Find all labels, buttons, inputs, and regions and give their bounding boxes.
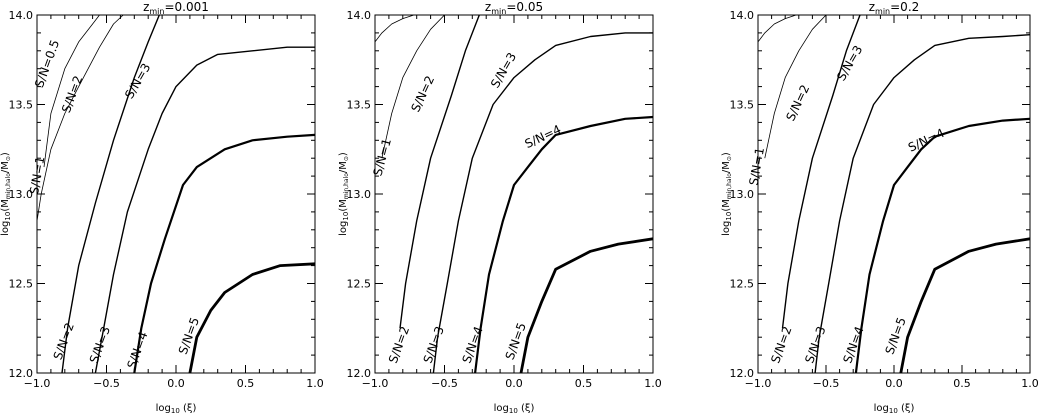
- chart-panel-3: −1.0 −0.5 0.0 0.5 1.0 12.0 12.5 13.0 13.5 14.0 zmi…: [721, 0, 1039, 414]
- x-tick-label: 1.0: [644, 377, 662, 390]
- x-tick-label: −1.0: [362, 377, 389, 390]
- contour-line-s-n-3: [814, 34, 1030, 373]
- contour-line-s-n-5: [188, 262, 315, 373]
- y-tick-label: 13.0: [730, 188, 755, 201]
- contour-line-s-n-4: [854, 117, 1030, 373]
- y-tick-label: 14.0: [9, 9, 34, 22]
- x-tick-label: −1.0: [24, 377, 51, 390]
- contour-label: S/N=1: [27, 155, 47, 195]
- contour-label: S/N=3: [488, 50, 519, 90]
- contour-label: S/N=2: [768, 324, 794, 365]
- y-tick-label: 14.0: [347, 9, 372, 22]
- contour-label: S/N=4: [124, 330, 150, 371]
- contour-line-s-n-5: [519, 237, 653, 373]
- contour-line-s-n-4: [133, 133, 315, 373]
- y-axis-label: log10(Mmin,halo/M⊙): [338, 152, 350, 236]
- y-tick-label: 14.0: [730, 9, 755, 22]
- x-axis-label: log10 (ξ): [156, 403, 197, 414]
- contour-label: S/N=3: [802, 324, 828, 365]
- contour-line-s-n-1: [381, 15, 445, 159]
- contour-label: S/N=3: [122, 61, 153, 101]
- x-tick-label: 0.0: [885, 377, 903, 390]
- contour-line-s-n-0-5: [43, 15, 100, 168]
- y-tick-label: 13.5: [347, 99, 372, 112]
- y-tick-label: 12.5: [347, 278, 372, 291]
- y-tick-label: 13.0: [347, 188, 372, 201]
- x-tick-label: 0.0: [167, 377, 185, 390]
- y-axis-label: log10(Mmin,halo/M⊙): [721, 152, 733, 236]
- contour-line-s-n-2: [61, 15, 160, 373]
- y-tick-label: 12.5: [9, 278, 34, 291]
- contour-line-s-n-5: [899, 237, 1030, 373]
- contour-label: S/N=2: [51, 321, 77, 362]
- x-tick-label: 0.5: [953, 377, 971, 390]
- contour-line-s-n-2: [399, 15, 480, 329]
- chart-title: zmin=0.05: [485, 0, 543, 16]
- contour-label: S/N=2: [783, 82, 812, 123]
- contour-line-s-n-2: [781, 15, 861, 329]
- y-tick-label: 13.5: [9, 99, 34, 112]
- contour-line-s-n-1: [37, 15, 124, 221]
- x-tick-label: 0.0: [505, 377, 523, 390]
- contour-label: S/N=4: [906, 126, 947, 155]
- x-axis-label: log10 (ξ): [874, 403, 915, 414]
- contour-line-s-n-4: [474, 115, 653, 373]
- x-axis-label: log10 (ξ): [494, 403, 535, 414]
- x-tick-label: 1.0: [1021, 377, 1039, 390]
- x-tick-label: 0.5: [575, 377, 593, 390]
- contour-label: S/N=1: [371, 137, 394, 178]
- contour-label: S/N=3: [87, 324, 113, 365]
- plot-frame: [36, 14, 316, 374]
- contour-label: S/N=4: [460, 324, 486, 365]
- contour-line-s-n-3: [432, 32, 653, 373]
- contour-line-s-n-0-5: [375, 15, 415, 43]
- x-tick-label: 1.0: [306, 377, 324, 390]
- plot-frame: [374, 14, 654, 374]
- y-tick-label: 13.0: [9, 188, 34, 201]
- y-tick-label: 12.5: [730, 278, 755, 291]
- y-tick-label: 12.0: [347, 367, 372, 380]
- chart-panel-2: −1.0 −0.5 0.0 0.5 1.0 12.0 12.5 13.0 13.5 14.0 zmi…: [338, 0, 662, 414]
- chart-title: zmin=0.2: [869, 0, 920, 16]
- contour-label: S/N=2: [59, 74, 85, 115]
- contour-line-s-n-1: [764, 15, 827, 159]
- contour-label: S/N=2: [386, 324, 412, 365]
- chart-title: zmin=0.001: [143, 0, 209, 16]
- y-tick-label: 13.5: [730, 99, 755, 112]
- contour-label: S/N=1: [747, 146, 767, 186]
- contour-label: S/N=2: [408, 74, 437, 115]
- contour-label: S/N=3: [834, 43, 865, 83]
- x-tick-label: −0.5: [813, 377, 840, 390]
- y-axis-label: log10(Mmin,halo/M⊙): [0, 152, 12, 236]
- x-tick-label: −0.5: [93, 377, 120, 390]
- chart-panel-1: −1.0 −0.5 0.0 0.5 1.0 12.0 12.5 13.0 13.5 14.0 zmi…: [0, 0, 324, 414]
- x-tick-label: −0.5: [431, 377, 458, 390]
- contour-label: S/N=3: [421, 324, 447, 365]
- x-tick-label: −1.0: [745, 377, 772, 390]
- y-tick-label: 12.0: [730, 367, 755, 380]
- contour-label: S/N=4: [840, 324, 866, 365]
- contour-line-s-n-0-5: [758, 15, 797, 43]
- x-tick-label: 0.5: [237, 377, 255, 390]
- y-tick-label: 12.0: [9, 367, 34, 380]
- contour-line-s-n-3: [94, 46, 315, 373]
